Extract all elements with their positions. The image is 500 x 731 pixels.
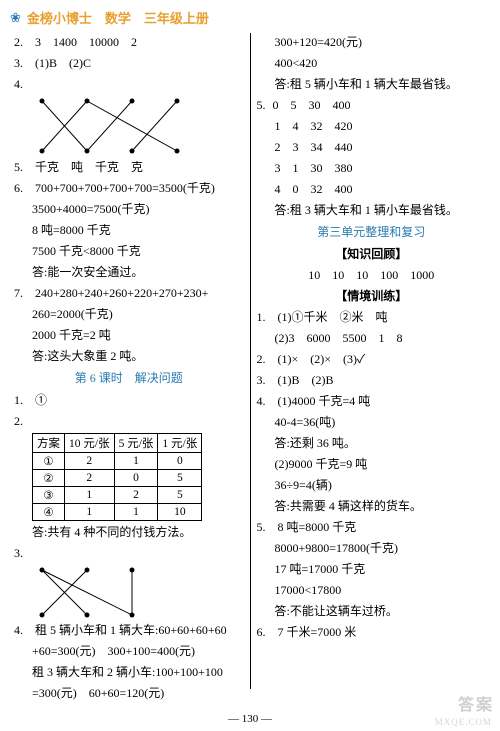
answer-line: 36÷9=4(辆) [257, 476, 487, 494]
table-cell: 0 [114, 470, 158, 487]
table-cell: 2 [65, 470, 115, 487]
answer-line: 7500 千克<8000 千克 [14, 242, 244, 260]
answer-line: 2 3 34 440 [257, 138, 487, 156]
flower-icon: ❀ [10, 10, 21, 26]
answer-line: 答:租 5 辆小车和 1 辆大车最省钱。 [257, 75, 487, 93]
section-title: 第 6 课时 解决问题 [14, 369, 244, 387]
page-header: ❀ 金榜小博士 数学 三年级上册 [0, 0, 500, 31]
answer-line: 40-4=36(吨) [257, 413, 487, 431]
table-cell: ④ [33, 504, 65, 521]
subsection-title: 【知识回顾】 [257, 245, 487, 263]
table-cell: 0 [158, 453, 202, 470]
answer-line: 17 吨=17000 千克 [257, 560, 487, 578]
answer-line: 3500+4000=7500(千克) [14, 200, 244, 218]
answer-line: 1. ① [14, 391, 244, 409]
table-row: ②205 [33, 470, 202, 487]
subsection-title: 【情境训练】 [257, 287, 487, 305]
table-header: 5 元/张 [114, 434, 158, 453]
matching-diagram-4 [32, 96, 202, 158]
table-row: ①210 [33, 453, 202, 470]
answer-line: 答:能一次安全通过。 [14, 263, 244, 281]
answer-line: 6. 700+700+700+700+700=3500(千克) [14, 179, 244, 197]
right-column: 300+120=420(元) 400<420 答:租 5 辆小车和 1 辆大车最… [251, 31, 493, 691]
answer-line: 4. 租 5 辆小车和 1 辆大车:60+60+60+60 [14, 621, 244, 639]
answer-line: +60=300(元) 300+100=400(元) [14, 642, 244, 660]
table-cell: 1 [114, 504, 158, 521]
table-header: 1 元/张 [158, 434, 202, 453]
answer-line: 答:不能让这辆车过桥。 [257, 602, 487, 620]
answer-line: 1 4 32 420 [257, 117, 487, 135]
table-cell: 2 [114, 487, 158, 504]
table-cell: 5 [158, 487, 202, 504]
answer-line: 2. (1)× (2)× (3)✓ [257, 350, 487, 368]
table-row: ④1110 [33, 504, 202, 521]
table-cell: 1 [65, 504, 115, 521]
answer-line: 260=2000(千克) [14, 305, 244, 323]
answer-line: 8 吨=8000 千克 [14, 221, 244, 239]
answer-line: 5. 千克 吨 千克 克 [14, 158, 244, 176]
page-footer: — 130 — [0, 713, 500, 725]
answer-line: 3. [14, 544, 244, 562]
answer-line: 4 0 32 400 [257, 180, 487, 198]
table-cell: 5 [158, 470, 202, 487]
table-cell: 1 [114, 453, 158, 470]
answer-line: 3 1 30 380 [257, 159, 487, 177]
content-columns: 2. 3 1400 10000 2 3. (1)B (2)C 4. 5. 千克 … [0, 31, 500, 691]
answer-line: 1. (1)①千米 ②米 吨 [257, 308, 487, 326]
answer-line: 17000<17800 [257, 581, 487, 599]
answer-line: 4. (1)4000 千克=4 吨 [257, 392, 487, 410]
table-cell: 1 [65, 487, 115, 504]
table-cell: ① [33, 453, 65, 470]
q5-num: 5. [257, 98, 266, 112]
answer-line: (2)3 6000 5500 1 8 [257, 329, 487, 347]
answer-line: 6. 7 千米=7000 米 [257, 623, 487, 641]
answer-line: 300+120=420(元) [257, 33, 487, 51]
answer-line: 2. 3 1400 10000 2 [14, 33, 244, 51]
answer-line: 8000+9800=17800(千克) [257, 539, 487, 557]
answer-line: =300(元) 60+60=120(元) [14, 684, 244, 702]
table-row: ③125 [33, 487, 202, 504]
answer-line: 答:还剩 36 吨。 [257, 434, 487, 452]
table-cell: ③ [33, 487, 65, 504]
table-cell: 10 [158, 504, 202, 521]
matching-diagram-3 [32, 565, 162, 621]
answer-line: 7. 240+280+240+260+220+270+230+ [14, 284, 244, 302]
q5-row: 0 5 30 400 [273, 98, 351, 112]
answer-line: 5. 8 吨=8000 千克 [257, 518, 487, 536]
answer-line: 5. 0 5 30 400 [257, 96, 487, 114]
answer-line: 10 10 10 100 1000 [257, 266, 487, 284]
watermark-sub: MXQE.COM [435, 717, 492, 727]
answer-line: 4. [14, 75, 244, 93]
table-header: 方案 [33, 434, 65, 453]
header-title: 金榜小博士 数学 三年级上册 [27, 8, 209, 27]
answer-line: 答:租 3 辆大车和 1 辆小车最省钱。 [257, 201, 487, 219]
answer-line: 400<420 [257, 54, 487, 72]
table-header: 10 元/张 [65, 434, 115, 453]
answer-line: 租 3 辆大车和 2 辆小车:100+100+100 [14, 663, 244, 681]
answer-line: (2)9000 千克=9 吨 [257, 455, 487, 473]
answer-line: 答:共有 4 种不同的付钱方法。 [14, 523, 244, 541]
answer-line: 3. (1)B (2)B [257, 371, 487, 389]
left-column: 2. 3 1400 10000 2 3. (1)B (2)C 4. 5. 千克 … [8, 31, 250, 691]
table-cell: 2 [65, 453, 115, 470]
answer-line: 2. [14, 412, 244, 430]
watermark-main: 答案 [458, 691, 494, 715]
answer-line: 答:共需要 4 辆这样的货车。 [257, 497, 487, 515]
answer-line: 2000 千克=2 吨 [14, 326, 244, 344]
answer-line: 3. (1)B (2)C [14, 54, 244, 72]
unit-title: 第三单元整理和复习 [257, 223, 487, 241]
answer-line: 答:这头大象重 2 吨。 [14, 347, 244, 365]
table-cell: ② [33, 470, 65, 487]
payment-table: 方案10 元/张5 元/张1 元/张 ①210②205③125④1110 [32, 433, 202, 521]
